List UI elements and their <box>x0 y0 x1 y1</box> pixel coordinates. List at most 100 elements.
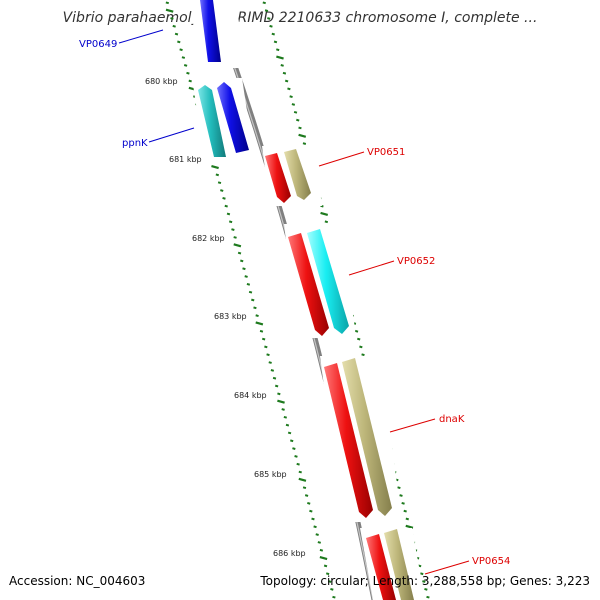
minor-tick <box>359 345 363 349</box>
minor-tick <box>296 118 300 122</box>
major-tick <box>233 243 242 248</box>
minor-tick <box>276 48 280 52</box>
minor-tick <box>328 580 332 583</box>
ppnk-leader <box>148 127 195 143</box>
minor-tick <box>399 494 403 497</box>
minor-tick <box>233 236 237 239</box>
minor-tick <box>332 595 336 599</box>
scale-label: 683 kbp <box>214 312 247 321</box>
gene-label-leaders <box>118 29 470 575</box>
minor-tick <box>302 142 307 145</box>
minor-tick <box>324 220 329 224</box>
minor-tick <box>224 204 228 208</box>
minor-tick <box>282 71 287 75</box>
minor-tick <box>317 541 321 544</box>
minor-tick <box>323 564 328 568</box>
minor-tick <box>215 173 220 177</box>
minor-tick <box>262 1 266 5</box>
scale-label: 684 kbp <box>234 391 267 400</box>
minor-tick <box>259 329 264 333</box>
gene-label-ppnk[interactable]: ppnK <box>122 138 148 149</box>
gene-features <box>198 0 414 600</box>
gene-label-vp0654[interactable]: VP0654 <box>472 556 510 567</box>
minor-tick <box>220 189 224 192</box>
major-tick <box>319 556 328 561</box>
minor-tick <box>357 337 361 341</box>
accession-text: Accession: NC_004603 <box>9 574 146 588</box>
minor-tick <box>294 455 298 458</box>
vp0652-leader <box>348 260 395 276</box>
minor-tick <box>422 580 426 583</box>
dnak-partner-gene[interactable] <box>342 358 392 516</box>
minor-tick <box>293 110 298 114</box>
vp0651-leader <box>318 151 365 167</box>
dnak-gene[interactable] <box>324 363 373 518</box>
major-tick <box>405 524 414 529</box>
minor-tick <box>242 267 246 271</box>
minor-tick <box>246 282 251 286</box>
vp0652-partner-gene[interactable] <box>307 229 349 334</box>
minor-tick <box>269 24 273 28</box>
minor-tick <box>287 431 292 435</box>
major-tick <box>165 8 174 13</box>
minor-tick <box>361 353 365 357</box>
minor-tick <box>251 298 255 302</box>
minor-tick <box>165 1 170 5</box>
minor-tick <box>271 32 275 36</box>
minor-tick <box>248 290 253 294</box>
dnak-leader <box>389 418 436 433</box>
minor-tick <box>325 572 330 576</box>
minor-tick <box>424 587 428 591</box>
minor-tick <box>405 517 409 521</box>
minor-tick <box>330 587 334 591</box>
gene-label-vp0649[interactable]: VP0649 <box>79 39 117 50</box>
scale-label: 682 kbp <box>192 234 225 243</box>
minor-tick <box>315 533 319 536</box>
vp0654-leader <box>424 560 470 575</box>
minor-tick <box>181 56 186 59</box>
minor-tick <box>289 95 293 99</box>
minor-tick <box>179 48 183 52</box>
minor-tick <box>244 275 248 278</box>
minor-tick <box>292 447 296 450</box>
major-tick <box>255 321 264 326</box>
major-tick <box>276 55 284 60</box>
minor-tick <box>272 376 277 380</box>
ppnk-gene[interactable] <box>198 85 226 157</box>
minor-tick <box>291 103 296 106</box>
vp0652-gene[interactable] <box>288 233 329 336</box>
vp0651-partner-gene[interactable] <box>284 149 311 200</box>
major-tick <box>320 211 329 217</box>
gene-label-dnak[interactable]: dnaK <box>439 414 465 425</box>
minor-tick <box>228 220 233 224</box>
minor-tick <box>319 548 324 552</box>
vp0654-partner-gene[interactable] <box>384 529 414 600</box>
minor-tick <box>311 517 315 521</box>
minor-tick <box>354 329 359 333</box>
minor-tick <box>274 384 279 388</box>
minor-tick <box>172 24 176 28</box>
vp0649-gene[interactable] <box>200 0 221 62</box>
minor-tick <box>264 9 269 13</box>
minor-tick <box>313 525 317 529</box>
minor-tick <box>403 509 407 513</box>
minor-tick <box>267 17 271 20</box>
minor-tick <box>268 361 272 364</box>
scale-label: 680 kbp <box>145 77 178 86</box>
minor-tick <box>255 314 259 318</box>
vp0651-gene[interactable] <box>265 153 291 203</box>
gene-label-vp0651[interactable]: VP0651 <box>367 147 405 158</box>
minor-tick <box>302 486 307 490</box>
vp0654-gene[interactable] <box>366 534 396 600</box>
major-tick <box>277 399 285 404</box>
ppnk-neighbor-gene[interactable] <box>217 82 249 153</box>
minor-tick <box>231 228 235 231</box>
minor-tick <box>426 595 430 599</box>
minor-tick <box>253 306 257 310</box>
gene-label-vp0652[interactable]: VP0652 <box>397 256 435 267</box>
minor-tick <box>273 40 278 44</box>
minor-tick <box>277 392 281 396</box>
minor-tick <box>397 486 401 490</box>
scale-labels: 680 kbp 681 kbp 682 kbp 683 kbp 684 kbp … <box>145 77 306 558</box>
